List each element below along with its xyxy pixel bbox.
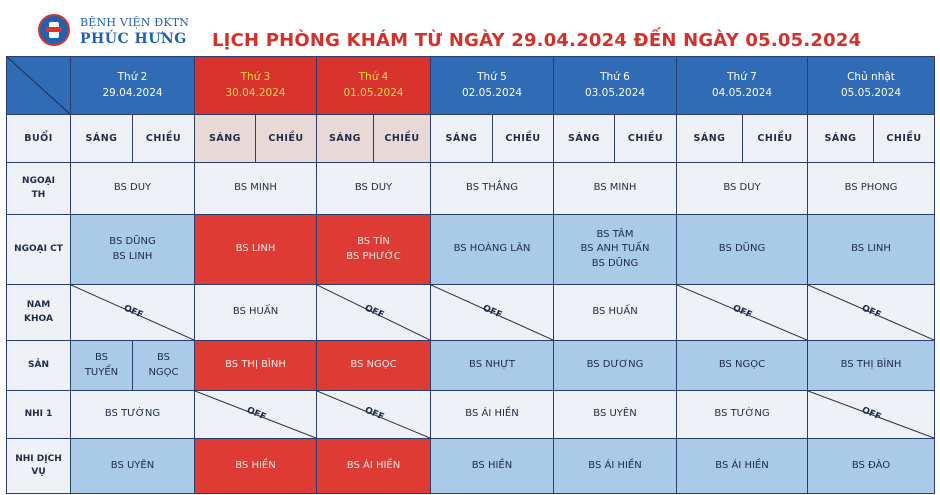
off-cell: OFF [316, 284, 431, 341]
morning-label: SÁNG [70, 114, 133, 163]
schedule-cell: BS MINH [553, 162, 677, 215]
schedule-cell: BS UYÊN [70, 438, 195, 494]
schedule-cell: BS TƯỜNG [70, 390, 195, 439]
row-label-san: SẢN [6, 340, 71, 391]
schedule-cell: BS TÍN BS PHƯỚC [316, 214, 431, 285]
row-label-nhi-1: NHI 1 [6, 390, 71, 439]
schedule-cell: BS NGỌC [316, 340, 431, 391]
schedule-cell: BS TƯỜNG [676, 390, 808, 439]
schedule-cell: BS MINH [194, 162, 317, 215]
schedule-cell: BS ÁI HIỀN [553, 438, 677, 494]
row-nhi-1: NHI 1 BS TƯỜNG OFF OFF BS ÁI HIỀN BS UYÊ… [6, 390, 935, 439]
schedule-cell: BS ÁI HIỀN [676, 438, 808, 494]
schedule-cell: BS HIỀN [430, 438, 554, 494]
morning-label: SÁNG [316, 114, 374, 163]
day-header-sun: Chủ nhật 05.05.2024 [807, 56, 935, 115]
morning-label: SÁNG [676, 114, 743, 163]
off-cell: OFF [807, 390, 935, 439]
row-nam-khoa: NAM KHOA OFF BS HUẤN OFF OFF BS HUẤN OFF … [6, 284, 935, 341]
schedule-cell: BS NGỌC [132, 340, 195, 391]
schedule-cell: BS HUẤN [194, 284, 317, 341]
row-label-ngoai-ct: NGOẠI CT [6, 214, 71, 285]
schedule-cell: BS TUYỂN [70, 340, 133, 391]
schedule-cell: BS ĐÀO [807, 438, 935, 494]
hospital-name-top: BỆNH VIỆN ĐKTN [80, 16, 190, 29]
row-label-nhi-dich-vu: NHI DỊCH VỤ [6, 438, 71, 494]
schedule-cell: BS DUY [676, 162, 808, 215]
afternoon-label: CHIỀU [742, 114, 808, 163]
schedule-cell: BS TÂM BS ANH TUẤN BS DŨNG [553, 214, 677, 285]
schedule-cell: BS DUY [316, 162, 431, 215]
schedule-cell: BS LINH [807, 214, 935, 285]
schedule-cell: BS DƯƠNG [553, 340, 677, 391]
schedule-table: Thứ 2 29.04.2024 Thứ 3 30.04.2024 Thứ 4 01.… [6, 56, 935, 494]
afternoon-label: CHIỀU [373, 114, 431, 163]
session-label: BUỔI [6, 114, 71, 163]
afternoon-label: CHIỀU [614, 114, 677, 163]
schedule-cell: BS HOÀNG LÂN [430, 214, 554, 285]
afternoon-label: CHIỀU [132, 114, 195, 163]
off-cell: OFF [676, 284, 808, 341]
morning-label: SÁNG [553, 114, 615, 163]
schedule-cell: BS HUẤN [553, 284, 677, 341]
off-cell: OFF [807, 284, 935, 341]
hospital-name-main: PHÚC HƯNG [80, 31, 187, 47]
afternoon-label: CHIỀU [255, 114, 317, 163]
day-header-mon: Thứ 2 29.04.2024 [70, 56, 195, 115]
schedule-cell: BS THỊ BÌNH [194, 340, 317, 391]
row-label-nam-khoa: NAM KHOA [6, 284, 71, 341]
row-ngoai-th: NGOẠI TH BS DUY BS MINH BS DUY BS THẮNG B… [6, 162, 935, 215]
hospital-logo-icon [38, 14, 70, 46]
schedule-cell: BS THỊ BÌNH [807, 340, 935, 391]
off-cell: OFF [316, 390, 431, 439]
session-header-row: BUỔI SÁNG CHIỀU SÁNG CHIỀU SÁNG CHIỀU SÁ… [6, 114, 935, 163]
page-title: LỊCH PHÒNG KHÁM TỪ NGÀY 29.04.2024 ĐẾN N… [212, 30, 862, 51]
day-header-sat: Thứ 7 04.05.2024 [676, 56, 808, 115]
schedule-cell: BS NHỰT [430, 340, 554, 391]
row-ngoai-ct: NGOẠI CT BS DŨNG BS LINH BS LINH BS TÍN BS… [6, 214, 935, 285]
schedule-cell: BS DUY [70, 162, 195, 215]
schedule-cell: BS DŨNG BS LINH [70, 214, 195, 285]
off-cell: OFF [430, 284, 554, 341]
day-header-tue: Thứ 3 30.04.2024 [194, 56, 317, 115]
row-san: SẢN BS TUYỂN BS NGỌC BS THỊ BÌNH BS NGỌC B… [6, 340, 935, 391]
off-cell: OFF [70, 284, 195, 341]
day-header-wed: Thứ 4 01.05.2024 [316, 56, 431, 115]
day-header-row: Thứ 2 29.04.2024 Thứ 3 30.04.2024 Thứ 4 01.… [6, 56, 935, 115]
schedule-cell: BS NGỌC [676, 340, 808, 391]
morning-label: SÁNG [430, 114, 493, 163]
schedule-cell: BS LINH [194, 214, 317, 285]
schedule-cell: BS UYÊN [553, 390, 677, 439]
schedule-cell: BS THẮNG [430, 162, 554, 215]
off-cell: OFF [194, 390, 317, 439]
page-header: BỆNH VIỆN ĐKTN PHÚC HƯNG LỊCH PHÒNG KHÁM… [0, 0, 940, 56]
row-label-ngoai-th: NGOẠI TH [6, 162, 71, 215]
schedule-cell: BS DŨNG [676, 214, 808, 285]
row-nhi-dich-vu: NHI DỊCH VỤ BS UYÊN BS HIỀN BS ÁI HIỀN BS… [6, 438, 935, 494]
schedule-cell: BS ÁI HIỀN [316, 438, 431, 494]
schedule-cell: BS ÁI HIỀN [430, 390, 554, 439]
day-header-thu: Thứ 5 02.05.2024 [430, 56, 554, 115]
morning-label: SÁNG [807, 114, 874, 163]
morning-label: SÁNG [194, 114, 256, 163]
afternoon-label: CHIỀU [873, 114, 935, 163]
day-header-fri: Thứ 6 03.05.2024 [553, 56, 677, 115]
schedule-cell: BS HIỀN [194, 438, 317, 494]
afternoon-label: CHIỀU [492, 114, 554, 163]
schedule-cell: BS PHONG [807, 162, 935, 215]
corner-cell [6, 56, 71, 115]
